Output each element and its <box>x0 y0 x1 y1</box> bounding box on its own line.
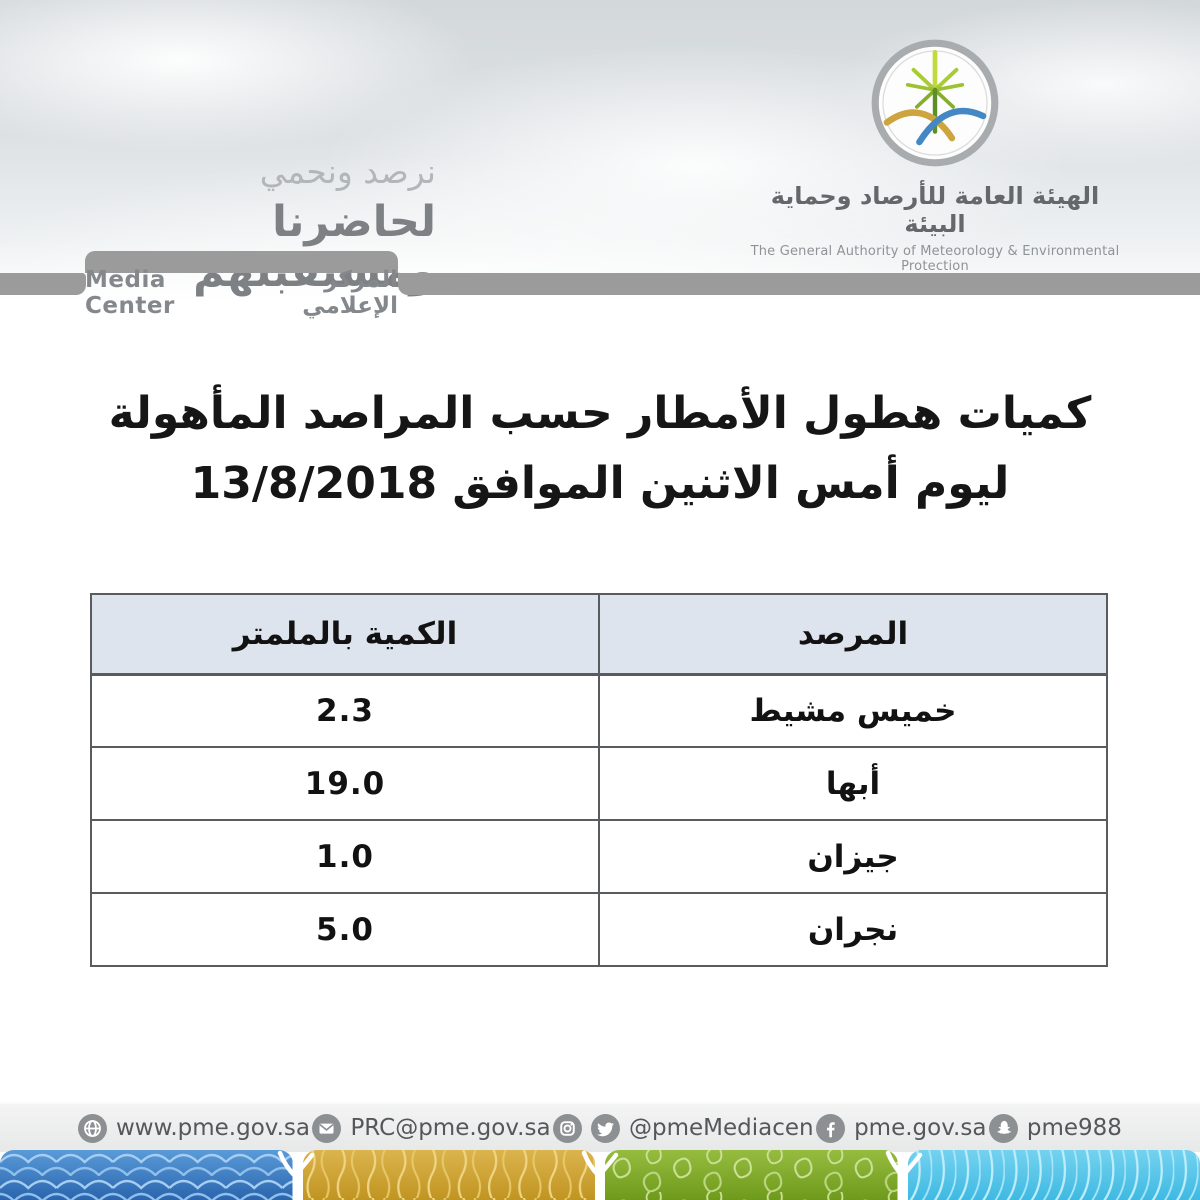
table-row: 19.0 أبها <box>90 746 1108 821</box>
contact-footer: www.pme.gov.sa PRC@pme.gov.sa @pmeMediac… <box>0 1102 1200 1152</box>
amount-cell: 2.3 <box>90 673 600 748</box>
pme-logo-icon <box>871 39 999 167</box>
column-header-station: المرصد <box>598 593 1108 676</box>
authority-name-english: The General Authority of Meteorology & E… <box>750 244 1120 274</box>
media-center-label-ar: المركز الإعلامي <box>302 267 398 319</box>
page-title-line1: كميات هطول الأمطار حسب المراصد المأهولة <box>108 388 1092 439</box>
contact-snapchat[interactable]: pme988 <box>988 1113 1122 1143</box>
column-header-amount: الكمية بالملمتر <box>90 593 600 676</box>
contact-facebook[interactable]: pme.gov.sa <box>816 1113 987 1143</box>
social-handle-label: @pmeMediacen <box>629 1115 814 1141</box>
page-title-line2: ليوم أمس الاثنين الموافق 13/8/2018 <box>190 458 1010 509</box>
envelope-icon <box>312 1113 342 1143</box>
amount-cell: 19.0 <box>90 746 600 821</box>
contact-social-media[interactable]: @pmeMediacen <box>553 1113 814 1143</box>
air-panel <box>907 1150 1200 1200</box>
eco-strip <box>0 1150 1200 1200</box>
facebook-icon <box>816 1113 846 1143</box>
email-label: PRC@pme.gov.sa <box>350 1115 551 1141</box>
facebook-label: pme.gov.sa <box>854 1115 987 1141</box>
ribbon-right-segment <box>398 273 1200 295</box>
media-center-label: Media Center المركز الإعلامي <box>85 267 398 319</box>
sand-panel <box>302 1150 595 1200</box>
instagram-icon <box>553 1113 583 1143</box>
sapling-icon <box>885 1150 923 1192</box>
station-cell: أبها <box>598 746 1108 821</box>
authority-name-arabic: الهيئة العامة للأرصاد وحماية البيئة <box>770 182 1100 238</box>
leaves-panel <box>605 1150 898 1200</box>
snapchat-label: pme988 <box>1026 1115 1122 1141</box>
globe-icon <box>78 1113 107 1143</box>
amount-cell: 5.0 <box>90 892 600 967</box>
table-row: 1.0 جيزان <box>90 819 1108 894</box>
station-cell: خميس مشيط <box>598 673 1108 748</box>
page-title: كميات هطول الأمطار حسب المراصد المأهولة … <box>0 383 1200 515</box>
water-panel <box>0 1150 293 1200</box>
contact-email[interactable]: PRC@pme.gov.sa <box>312 1113 551 1143</box>
sapling-icon <box>277 1150 315 1192</box>
sapling-icon <box>581 1150 619 1192</box>
ribbon-left-segment <box>0 273 86 295</box>
snapchat-icon <box>988 1113 1018 1143</box>
authority-logo-block: الهيئة العامة للأرصاد وحماية البيئة The … <box>742 38 1128 274</box>
station-cell: جيزان <box>598 819 1108 894</box>
slogan-line1: نرصد ونحمي <box>259 152 436 191</box>
table-header-row: الكمية بالملمتر المرصد <box>90 593 1108 676</box>
contact-website[interactable]: www.pme.gov.sa <box>78 1113 310 1143</box>
media-center-tab <box>85 251 398 273</box>
table-row: 2.3 خميس مشيط <box>90 673 1108 748</box>
table-row: 5.0 نجران <box>90 892 1108 967</box>
website-label: www.pme.gov.sa <box>116 1115 310 1141</box>
media-center-label-en: Media Center <box>85 267 175 319</box>
station-cell: نجران <box>598 892 1108 967</box>
rainfall-table: الكمية بالملمتر المرصد 2.3 خميس مشيط 19.… <box>90 593 1108 967</box>
amount-cell: 1.0 <box>90 819 600 894</box>
twitter-icon <box>591 1113 621 1143</box>
